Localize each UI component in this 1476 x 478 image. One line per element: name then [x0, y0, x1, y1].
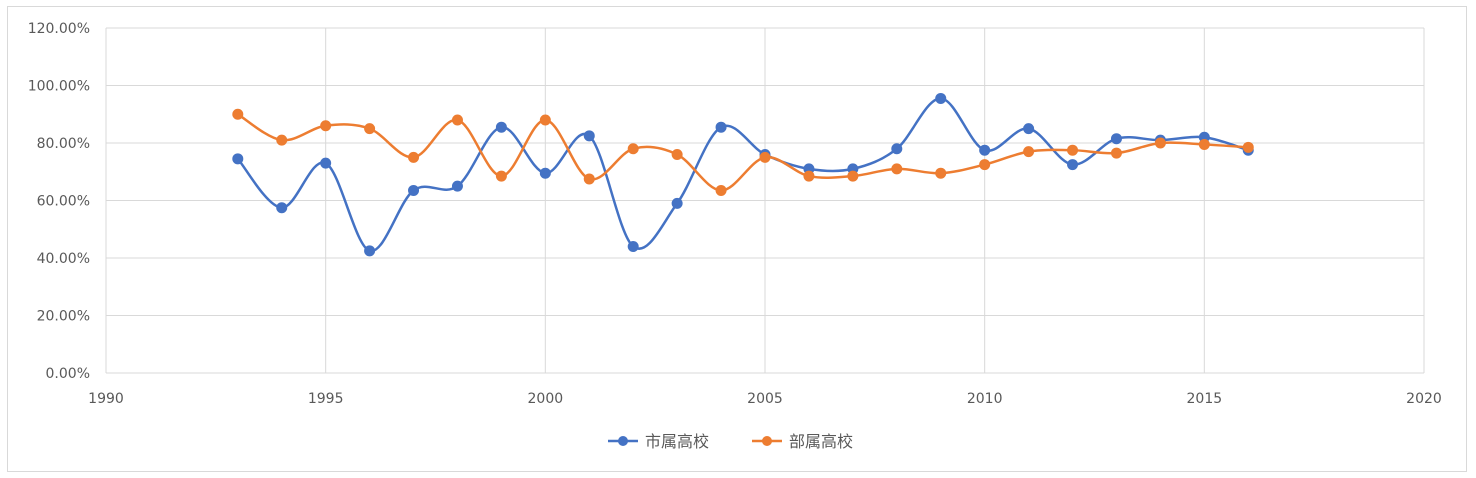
- data-point: [1110, 133, 1122, 145]
- legend-item: 市属高校: [608, 432, 709, 451]
- data-point: [539, 167, 551, 179]
- data-point: [715, 121, 727, 133]
- data-point: [320, 120, 332, 132]
- data-point: [408, 151, 420, 163]
- x-tick-label: 2015: [1187, 391, 1223, 407]
- series-line: [237, 113, 1249, 192]
- data-point: [1242, 141, 1254, 153]
- x-tick-label: 2005: [747, 391, 783, 407]
- x-tick-label: 1995: [308, 391, 344, 407]
- y-tick-label: 120.00%: [28, 21, 90, 37]
- data-point: [627, 241, 639, 252]
- data-point: [495, 121, 507, 133]
- y-tick-label: 100.00%: [28, 79, 90, 95]
- y-tick-label: 80.00%: [37, 136, 90, 152]
- data-point: [451, 180, 463, 192]
- data-point: [451, 114, 463, 126]
- legend-marker: [762, 436, 772, 446]
- series-2: [232, 108, 1254, 196]
- y-tick-label: 60.00%: [37, 194, 90, 210]
- x-tick-label: 1990: [88, 391, 124, 407]
- legend-label: 市属高校: [645, 432, 709, 451]
- data-point: [1067, 144, 1079, 156]
- data-point: [276, 202, 288, 214]
- data-point: [1067, 159, 1079, 171]
- legend-item: 部属高校: [752, 432, 853, 451]
- data-point: [1023, 123, 1035, 135]
- data-point: [891, 143, 903, 155]
- data-point: [935, 92, 947, 104]
- data-point: [671, 197, 683, 209]
- data-point: [671, 149, 683, 160]
- data-point: [627, 143, 639, 155]
- data-point: [364, 123, 376, 135]
- x-tick-label: 2000: [528, 391, 564, 407]
- data-point: [583, 173, 595, 185]
- data-point: [979, 159, 991, 171]
- y-axis-tick-labels: 0.00% 20.00% 40.00% 60.00% 80.00% 100.00% 120.…: [28, 21, 90, 382]
- legend-label: 部属高校: [789, 432, 853, 451]
- data-point: [583, 130, 595, 142]
- data-point: [495, 170, 507, 182]
- data-point: [364, 245, 376, 257]
- data-point: [1154, 137, 1166, 149]
- data-point: [891, 163, 903, 175]
- data-point: [979, 144, 991, 156]
- data-point: [847, 170, 859, 182]
- data-point: [759, 151, 771, 163]
- series-line: [236, 97, 1249, 253]
- chart-frame: [7, 6, 1467, 472]
- data-point: [1023, 146, 1035, 158]
- series-layer: [232, 92, 1254, 257]
- data-point: [1198, 138, 1210, 150]
- legend-marker: [618, 436, 628, 446]
- gridlines: [105, 27, 1425, 374]
- data-point: [232, 153, 244, 165]
- data-point: [276, 134, 288, 146]
- data-point: [715, 184, 727, 196]
- y-tick-label: 40.00%: [37, 251, 90, 267]
- legend: 市属高校 部属高校: [608, 432, 853, 451]
- data-point: [539, 114, 551, 126]
- data-point: [1110, 147, 1122, 159]
- data-point: [232, 108, 244, 120]
- data-point: [320, 157, 332, 169]
- data-point: [935, 167, 947, 179]
- y-tick-label: 0.00%: [46, 366, 90, 382]
- y-tick-label: 20.00%: [37, 309, 90, 325]
- x-tick-label: 2010: [967, 391, 1003, 407]
- x-axis-tick-labels: 1990 1995 2000 2005 2010 2015 2020: [88, 391, 1442, 407]
- data-point: [803, 170, 815, 182]
- data-point: [408, 184, 420, 196]
- x-tick-label: 2020: [1406, 391, 1442, 407]
